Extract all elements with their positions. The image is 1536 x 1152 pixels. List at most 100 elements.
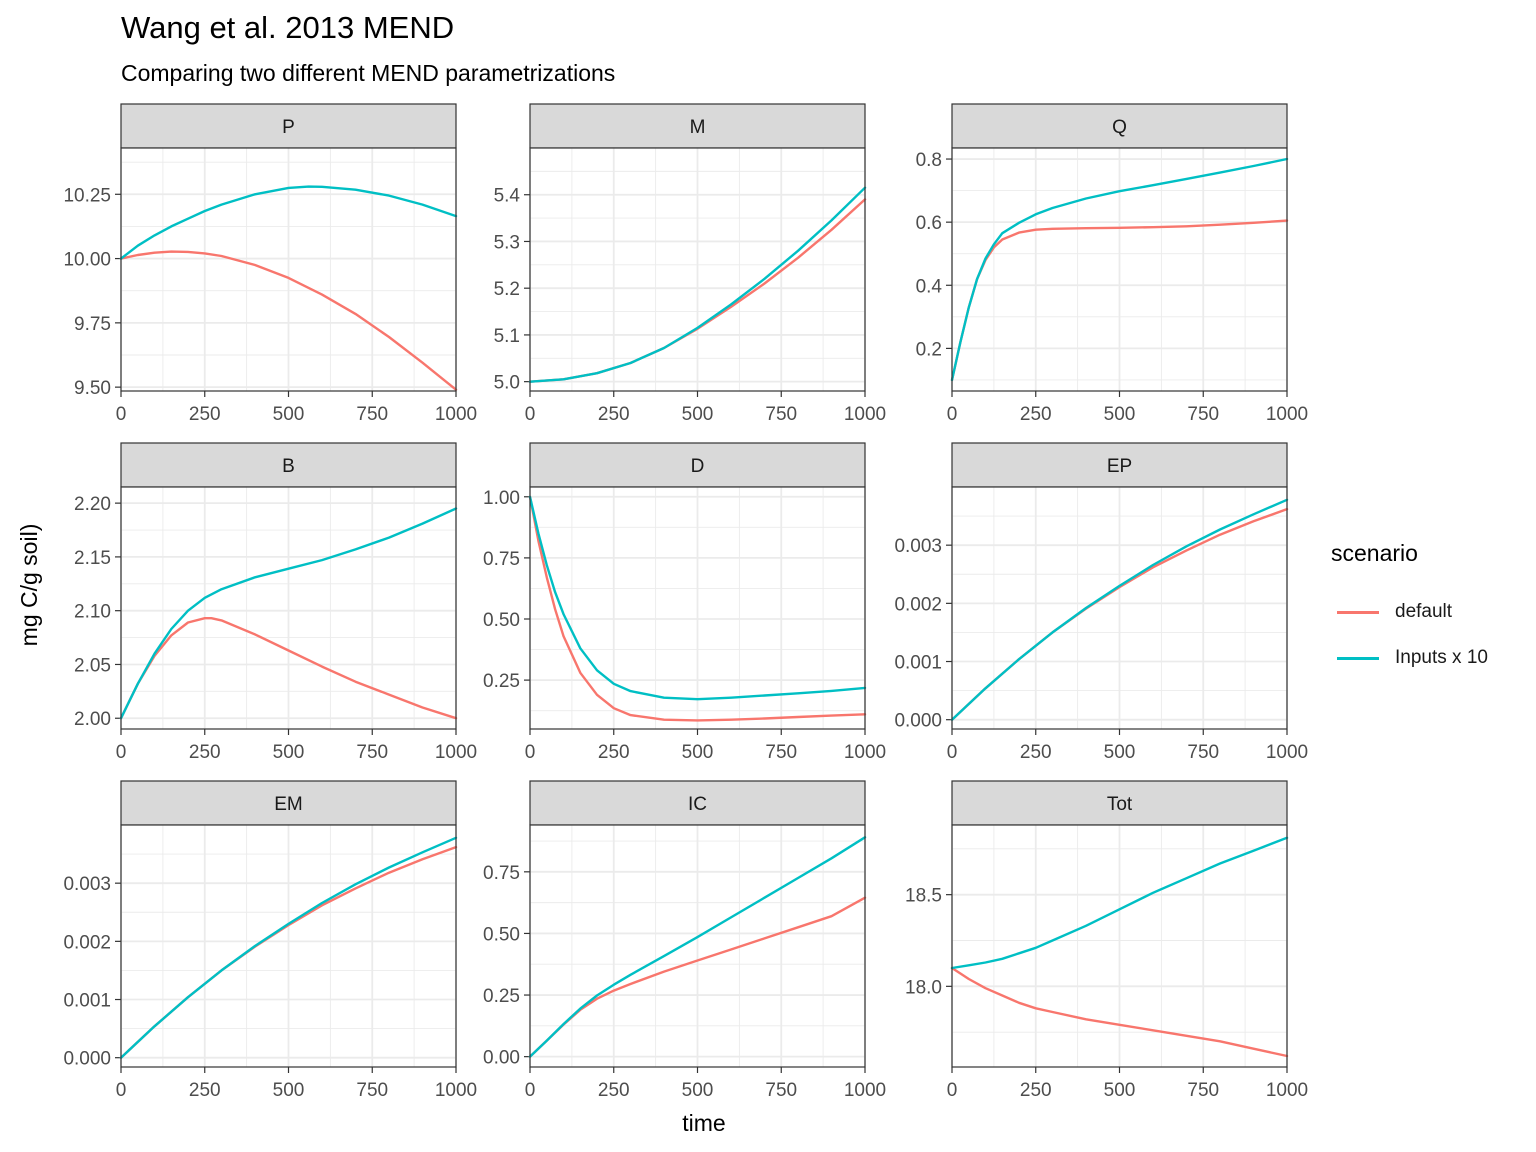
panel-ic-border xyxy=(529,824,866,1068)
panel-m-tick-label-x: 250 xyxy=(598,404,630,425)
panel-m-tick-label-x: 750 xyxy=(765,404,797,425)
panel-p-strip-label: P xyxy=(282,117,295,138)
y-axis-title: mg C/g soil) xyxy=(16,524,42,647)
chart-subtitle: Comparing two different MEND parametriza… xyxy=(121,60,616,86)
panel-d-tick-label-x: 500 xyxy=(682,742,714,763)
panel-ic-tick-label-x: 750 xyxy=(765,1080,797,1101)
panel-b-tick-label-y: 2.05 xyxy=(74,655,111,676)
legend-label-inputs-x-10: Inputs x 10 xyxy=(1395,647,1488,668)
panel-tot-tick-label-x: 500 xyxy=(1104,1080,1136,1101)
panel-p-tick-label-y: 9.75 xyxy=(74,314,111,335)
panel-ep-tick-label-y: 0.003 xyxy=(894,536,942,557)
panel-m: M 0 250 500 750 1000 5.0 5.1 5.2 5.3 5.4 xyxy=(494,103,886,425)
x-axis-title: time xyxy=(682,1110,725,1136)
panel-p-tick-label-x: 0 xyxy=(116,404,127,425)
panel-p-tick-label-x: 1000 xyxy=(435,404,477,425)
panel-ep-border xyxy=(951,486,1288,730)
panel-em-strip-label: EM xyxy=(274,794,303,815)
panel-q-tick-label-x: 1000 xyxy=(1266,404,1308,425)
panel-q-tick-label-x: 750 xyxy=(1187,404,1219,425)
panel-p-tick-label-y: 9.50 xyxy=(74,378,111,399)
chart-title: Wang et al. 2013 MEND xyxy=(121,10,455,45)
panel-p-line-default xyxy=(119,250,458,391)
panel-q: Q 0 250 500 750 1000 0.2 0.4 0.6 0.8 xyxy=(916,103,1308,425)
panel-b-tick-label-y: 2.10 xyxy=(74,602,111,623)
panel-b-border xyxy=(120,486,457,730)
panel-d-tick-label-x: 750 xyxy=(765,742,797,763)
panel-em-strip xyxy=(120,780,457,826)
legend-item-inputs-x-10: Inputs x 10 xyxy=(1331,635,1488,681)
panel-d-strip xyxy=(529,442,866,488)
panel-tot-border xyxy=(951,824,1288,1068)
panel-tot-strip xyxy=(951,780,1288,826)
panel-em-tick-label-x: 0 xyxy=(116,1080,127,1101)
legend-label-default: default xyxy=(1395,601,1453,622)
panel-m-strip-label: M xyxy=(690,117,706,138)
panel-m-line-inputs-x-10 xyxy=(528,186,867,383)
panel-em-tick-label-x: 1000 xyxy=(435,1080,477,1101)
panel-b-strip xyxy=(120,442,457,488)
panel-q-tick-label-y: 0.8 xyxy=(916,150,942,171)
panel-ic-tick-label-y: 0.25 xyxy=(483,986,520,1007)
legend-key-inputs-x-10 xyxy=(1337,656,1379,660)
panel-ep-tick-label-x: 0 xyxy=(947,742,958,763)
panel-q-tick-label-y: 0.4 xyxy=(916,276,943,297)
panel-ep-tick-label-y: 0.002 xyxy=(894,594,942,615)
panel-em-tick-label-y: 0.001 xyxy=(63,991,111,1012)
panel-d-tick-label-y: 1.00 xyxy=(483,488,520,509)
panel-m-tick-label-x: 500 xyxy=(682,404,714,425)
panel-tot-strip-label: Tot xyxy=(1107,794,1133,815)
panel-b: B 0 250 500 750 1000 2.00 2.05 2.10 2.15 2.20 xyxy=(74,442,477,763)
panel-em-tick-label-x: 500 xyxy=(273,1080,305,1101)
legend-item-default: default xyxy=(1331,589,1488,635)
panel-em-tick-label-y: 0.000 xyxy=(63,1049,111,1070)
panel-d-tick-label-x: 250 xyxy=(598,742,630,763)
panel-ep-strip xyxy=(951,442,1288,488)
panel-em-tick-label-x: 250 xyxy=(189,1080,221,1101)
legend-title: scenario xyxy=(1331,540,1418,566)
panel-ic-tick-label-x: 500 xyxy=(682,1080,714,1101)
panel-p-border xyxy=(120,147,457,392)
panel-b-line-default xyxy=(119,617,458,720)
panel-d: D 0 250 500 750 1000 0.25 0.50 0.75 1.00 xyxy=(483,442,886,763)
panel-b-strip-label: B xyxy=(282,456,295,477)
panel-tot-tick-label-x: 250 xyxy=(1020,1080,1052,1101)
panel-b-tick-label-y: 2.00 xyxy=(74,709,111,730)
panel-tot-tick-label-y: 18.0 xyxy=(905,977,942,998)
panel-tot-line-default xyxy=(950,966,1289,1058)
panel-tot-tick-label-x: 750 xyxy=(1187,1080,1219,1101)
panel-ic: IC 0 250 500 750 1000 0.00 0.25 0.50 0.75 xyxy=(483,780,886,1101)
panel-d-tick-label-y: 0.50 xyxy=(483,610,520,631)
panel-ic-line-inputs-x-10 xyxy=(528,836,867,1058)
panel-tot-tick-label-x: 0 xyxy=(947,1080,958,1101)
panel-ep-tick-label-x: 250 xyxy=(1020,742,1052,763)
panel-p-tick-label-x: 500 xyxy=(273,404,305,425)
panel-tot-tick-label-y: 18.5 xyxy=(905,886,942,907)
panel-em-tick-label-x: 750 xyxy=(356,1080,388,1101)
panel-q-tick-label-x: 500 xyxy=(1104,404,1136,425)
panel-b-tick-label-y: 2.20 xyxy=(74,494,111,515)
panel-q-tick-label-x: 0 xyxy=(947,404,958,425)
panel-b-tick-label-y: 2.15 xyxy=(74,548,111,569)
panel-b-tick-label-x: 1000 xyxy=(435,742,477,763)
panel-d-border xyxy=(529,486,866,730)
panel-em-tick-label-y: 0.003 xyxy=(63,874,111,895)
panel-q-border xyxy=(951,147,1288,392)
panel-p-tick-label-x: 750 xyxy=(356,404,388,425)
panel-tot: Tot 0 250 500 750 1000 18.0 18.5 xyxy=(905,780,1308,1101)
panel-q-tick-label-y: 0.6 xyxy=(916,213,942,234)
panel-b-line-inputs-x-10 xyxy=(119,507,458,720)
panel-ep: EP 0 250 500 750 1000 0.000 0.001 0.002 0.003 xyxy=(894,442,1308,763)
panel-ep-tick-label-x: 750 xyxy=(1187,742,1219,763)
panel-ep-line-inputs-x-10 xyxy=(950,498,1289,721)
panel-m-tick-label-y: 5.3 xyxy=(494,232,520,253)
panel-d-line-inputs-x-10 xyxy=(528,495,867,701)
panel-p: P 0 250 500 750 1000 9.50 9.75 10.00 10.25 xyxy=(63,103,477,425)
panel-ic-tick-label-y: 0.50 xyxy=(483,924,520,945)
panel-q-strip-label: Q xyxy=(1112,117,1127,138)
panel-b-tick-label-x: 500 xyxy=(273,742,305,763)
panel-tot-tick-label-x: 1000 xyxy=(1266,1080,1308,1101)
panel-em-line-inputs-x-10 xyxy=(119,836,458,1059)
panel-b-tick-label-x: 250 xyxy=(189,742,221,763)
